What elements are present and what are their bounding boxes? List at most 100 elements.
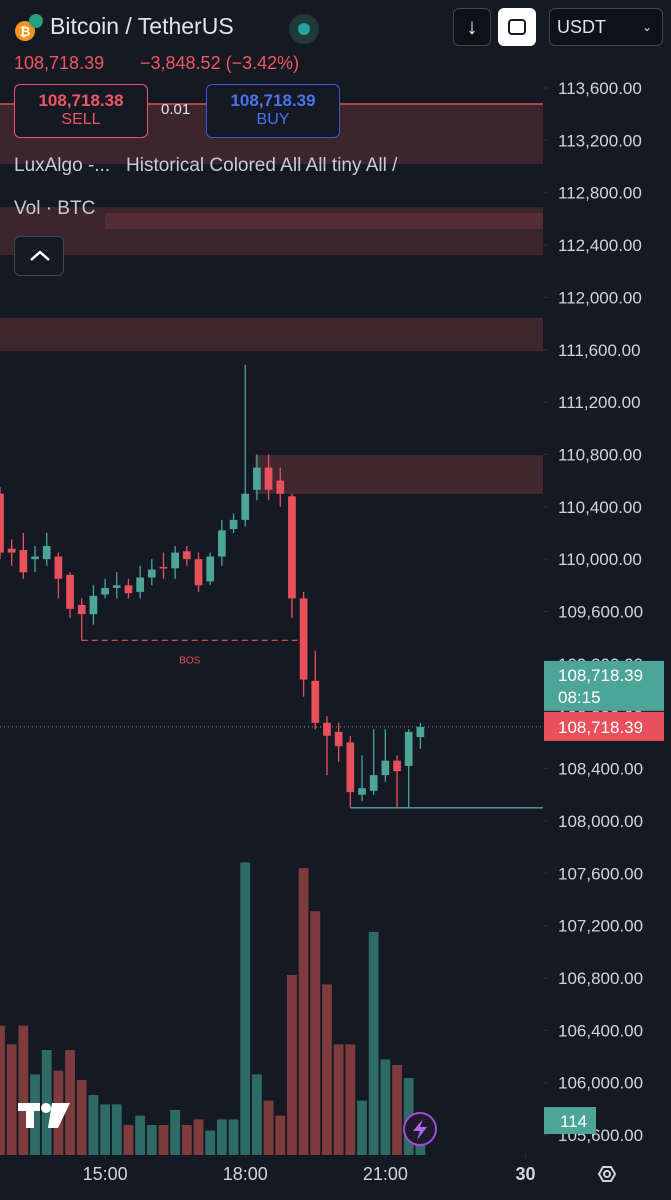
tv-logo — [18, 1103, 70, 1128]
fullscreen-button[interactable] — [498, 8, 536, 46]
price-badge-price: 108,718.39 — [558, 666, 643, 685]
volume-bar — [392, 1065, 402, 1155]
candle-body — [66, 574, 74, 609]
candle-body — [229, 519, 238, 530]
settings-button[interactable] — [597, 1166, 617, 1182]
volume-bar — [322, 984, 332, 1155]
volume-bar — [357, 1100, 367, 1155]
svg-text:₿: ₿ — [20, 24, 31, 39]
coin-icon-svg: ₿ — [15, 14, 43, 41]
last-price: 108,718.39 — [14, 53, 105, 73]
candle-body — [147, 569, 156, 578]
candle-body — [194, 559, 203, 586]
volume-bar — [0, 1025, 5, 1155]
zone — [0, 318, 543, 351]
candle-body — [159, 567, 168, 569]
volume-bar — [380, 1059, 391, 1155]
candle-body — [31, 556, 39, 560]
indicator-settings: Historical Colored All All tiny All / — [126, 155, 398, 176]
candles — [0, 364, 425, 808]
y-tick-label: 106,400.00 — [558, 1021, 643, 1040]
price-badge-countdown: 08:15 — [558, 688, 601, 707]
x-tick-label: 18:00 — [223, 1164, 268, 1184]
y-tick-label: 112,400.00 — [558, 236, 642, 255]
buy-label: BUY — [256, 111, 290, 128]
y-tick-label: 107,600.00 — [558, 864, 643, 883]
volume-bar — [41, 1050, 52, 1155]
volume-bar — [263, 1100, 274, 1155]
y-tick-label: 106,800.00 — [558, 969, 643, 988]
candle-body — [276, 480, 285, 494]
candle-body — [89, 595, 98, 615]
volume-bar — [100, 1104, 111, 1155]
candle-body — [42, 546, 51, 560]
volume-pane — [0, 862, 426, 1155]
candle-body — [206, 556, 215, 582]
sell-price: 108,718.38 — [38, 91, 124, 110]
lightning-button[interactable] — [403, 1112, 437, 1146]
sell-label: SELL — [61, 111, 101, 128]
candle-body — [358, 788, 366, 795]
volume-bar — [123, 1125, 134, 1155]
candle-body — [241, 493, 250, 520]
candle-body — [7, 548, 16, 553]
volume-badge — [544, 1107, 596, 1134]
currency-select[interactable]: USDT ⌄ — [549, 8, 663, 46]
x-tick-label: 21:00 — [363, 1164, 408, 1184]
volume-bar — [30, 1074, 40, 1155]
candle-body — [218, 530, 226, 557]
volume-bar — [228, 1119, 239, 1155]
candle-body — [299, 598, 308, 680]
volume-indicator[interactable]: Vol · BTC — [14, 198, 96, 219]
volume-bar — [251, 1074, 262, 1155]
candle-body — [393, 760, 401, 772]
volume-bar — [181, 1125, 192, 1155]
volume-bar — [275, 1115, 286, 1155]
price-badge — [544, 660, 664, 711]
volume-bar — [345, 1044, 356, 1155]
y-tick-label: 113,200.00 — [558, 131, 642, 150]
candle-body — [0, 493, 4, 553]
candle-body — [101, 587, 109, 595]
market-status[interactable] — [289, 14, 319, 44]
indicator-name[interactable]: LuxAlgo -... — [14, 155, 111, 176]
volume-bar — [88, 1095, 99, 1155]
candle-body — [369, 775, 378, 791]
spread: 0.01 — [161, 101, 191, 118]
sell-button[interactable]: 108,718.38 SELL — [14, 84, 148, 138]
y-tick-label: 108,000.00 — [558, 812, 643, 831]
bos-label: BOS — [179, 655, 200, 666]
candle-body — [323, 722, 331, 736]
candle-body — [253, 467, 261, 490]
y-tick-label: 110,400.00 — [558, 498, 642, 517]
volume-bar — [193, 1119, 204, 1155]
candle-body — [182, 551, 191, 560]
collapse-button[interactable] — [14, 236, 64, 276]
volume-bar — [135, 1115, 146, 1155]
volume-bar — [287, 975, 297, 1155]
volume-bar — [368, 931, 379, 1155]
buy-price: 108,718.39 — [230, 91, 316, 110]
volume-bar — [158, 1125, 169, 1155]
zone — [255, 455, 543, 494]
volume-bar — [111, 1104, 122, 1155]
candle-body — [19, 549, 28, 573]
candle-body — [334, 731, 343, 747]
candle-body — [311, 680, 320, 723]
last-badge — [544, 711, 664, 741]
candle-body — [112, 585, 121, 588]
candle-body — [404, 731, 413, 766]
candle-body — [264, 467, 273, 490]
volume-bar — [298, 868, 309, 1155]
candle-body — [54, 556, 63, 579]
download-button[interactable]: ↓ — [453, 8, 491, 46]
candle-body — [171, 552, 180, 569]
candle-body — [136, 577, 144, 592]
symbol[interactable]: Bitcoin / TetherUS — [50, 13, 234, 39]
volume-bar — [216, 1119, 227, 1155]
overlay-lines: BOS — [0, 639, 671, 809]
currency: USDT — [557, 17, 606, 37]
buy-button[interactable]: 108,718.39 BUY — [206, 84, 340, 138]
y-tick-label: 112,000.00 — [558, 288, 642, 307]
